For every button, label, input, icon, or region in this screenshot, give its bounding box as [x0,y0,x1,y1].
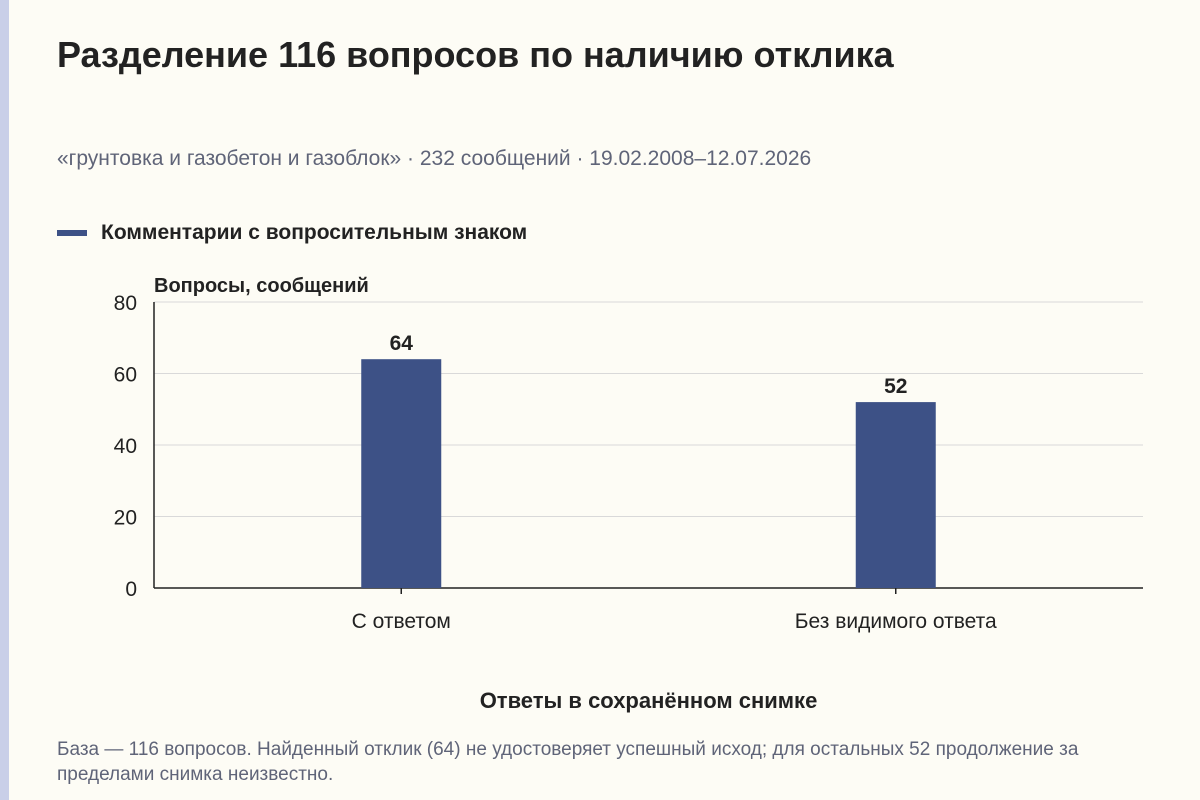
y-tick-label: 40 [114,435,137,458]
data-label: 64 [390,332,414,355]
grid-lines [154,301,1143,517]
data-labels: 64 52 [390,332,908,398]
bar [361,359,442,588]
left-accent-stripe [0,0,9,800]
legend-label: Комментарии с вопросительным знаком [101,221,528,244]
bar [855,402,936,588]
y-axis-ticks: 0 20 40 60 80 [114,292,137,601]
legend-swatch [57,230,87,236]
y-tick-label: 60 [114,364,137,387]
x-tick-label: Без видимого ответа [795,610,997,633]
page-title: Разделение 116 вопросов по наличию откли… [57,34,894,75]
bars [361,359,936,588]
y-tick-label: 80 [114,292,137,315]
legend: Комментарии с вопросительным знаком [57,218,527,248]
y-tick-label: 20 [114,507,137,530]
chart-subtitle: «грунтовка и газобетон и газоблок» · 232… [57,147,812,170]
x-axis-title: Ответы в сохранённом снимке [480,688,818,713]
footnote: База — 116 вопросов. Найденный отклик (6… [57,739,1079,785]
x-axis-ticks: С ответом Без видимого ответа [352,588,997,633]
y-tick-label: 0 [125,578,137,601]
x-tick-label: С ответом [352,610,451,633]
y-axis-title: Вопросы, сообщений [154,275,369,297]
data-label: 52 [884,375,907,398]
